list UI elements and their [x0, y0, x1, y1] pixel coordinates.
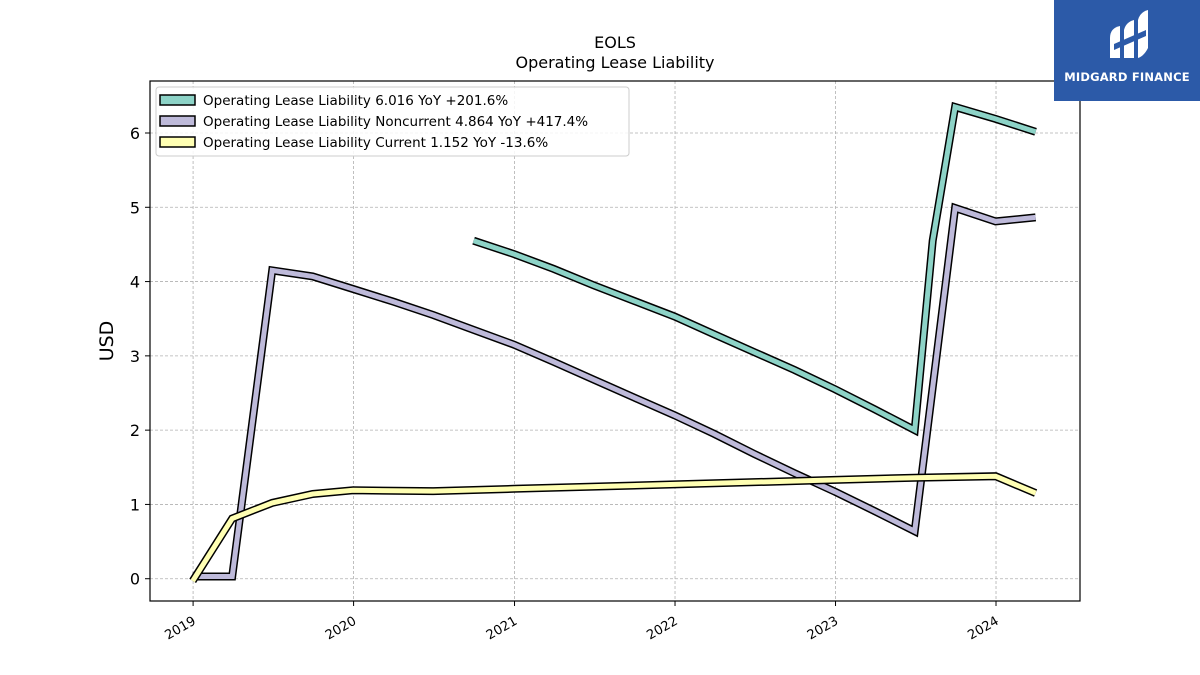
brand-logo: MIDGARD FINANCE: [1054, 0, 1200, 101]
x-tick-label: 2020: [323, 614, 359, 644]
y-tick-label: 0: [130, 570, 140, 589]
x-axis: 2019 2020 2021 2022 2023 2024: [163, 601, 1002, 643]
series-line: [190, 473, 1037, 583]
legend-swatch: [159, 115, 196, 127]
legend-swatch: [159, 136, 196, 148]
legend-label: Operating Lease Liability 6.016 YoY +201…: [203, 93, 508, 109]
y-axis-label: USD: [96, 321, 118, 362]
x-tick-label: 2019: [163, 614, 199, 644]
series-line: [472, 103, 1037, 435]
brand-name: MIDGARD FINANCE: [1064, 70, 1190, 84]
series-1: [192, 202, 1036, 581]
series-line: [192, 204, 1036, 579]
legend-box: [155, 86, 630, 157]
x-tick-label: 2024: [965, 614, 1001, 644]
x-tick-label: 2021: [484, 614, 520, 644]
plot-frame: [149, 80, 1081, 602]
legend-label: Operating Lease Liability Current 1.152 …: [203, 135, 548, 151]
legend: Operating Lease Liability 6.016 YoY +201…: [155, 86, 630, 157]
x-tick-label: 2023: [805, 614, 841, 644]
y-tick-label: 3: [130, 347, 140, 366]
y-tick-label: 6: [130, 124, 140, 143]
y-tick-label: 2: [130, 421, 140, 440]
x-tick-label: 2022: [644, 614, 680, 644]
series-layer: [189, 101, 1038, 584]
brand-mark-icon: [1110, 10, 1148, 58]
legend-swatch: [159, 94, 196, 106]
series-line-outline: [192, 202, 1036, 581]
chart-subtitle: Operating Lease Liability: [515, 53, 714, 72]
series-2: [189, 472, 1038, 584]
y-tick-label: 1: [130, 495, 140, 514]
legend-label: Operating Lease Liability Noncurrent 4.8…: [203, 114, 588, 130]
y-tick-label: 5: [130, 198, 140, 217]
chart-title: EOLS: [594, 33, 636, 52]
y-tick-label: 4: [130, 273, 140, 292]
series-0: [472, 101, 1037, 437]
y-axis: 0 1 2 3 4 5 6: [130, 124, 150, 589]
